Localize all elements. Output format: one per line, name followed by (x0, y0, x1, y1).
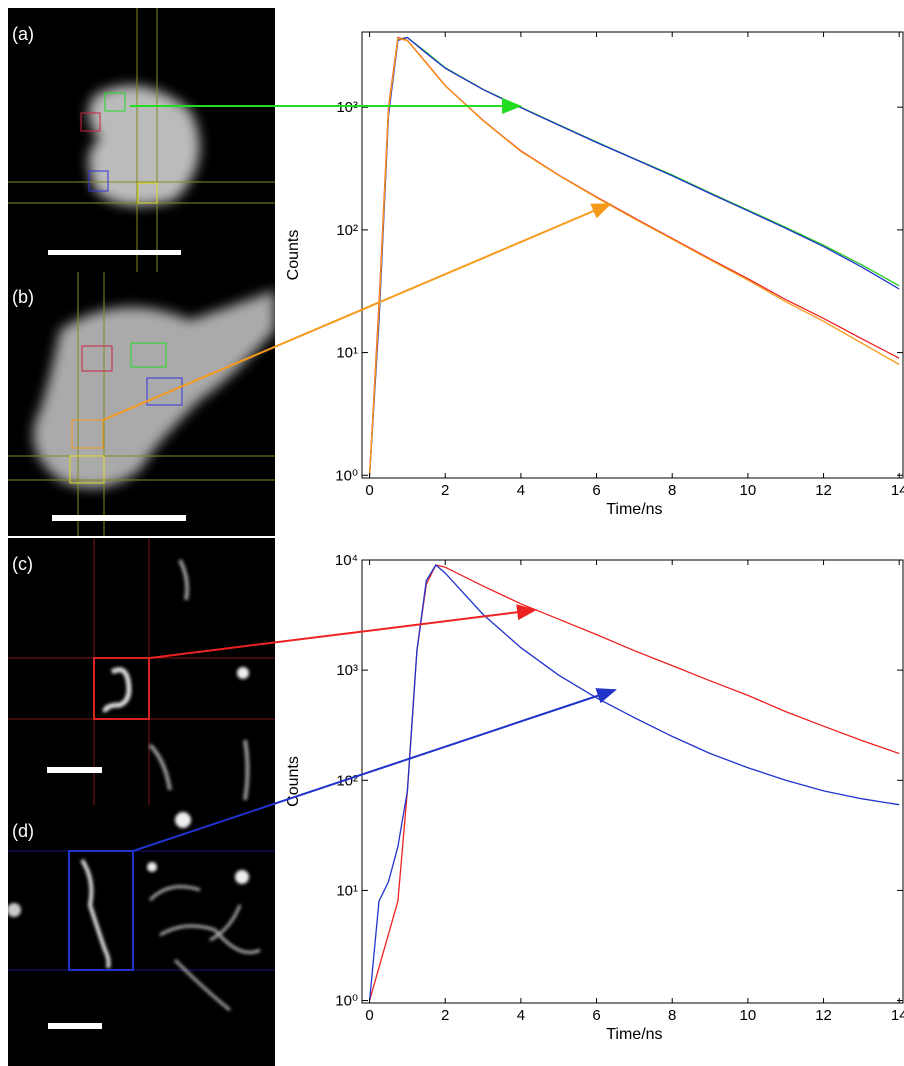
micrograph-c (8, 538, 275, 805)
x-axis-label: Time/ns (606, 501, 662, 518)
x-tick-label: 6 (592, 482, 600, 499)
x-tick-label: 0 (365, 482, 373, 499)
data-line (368, 36, 900, 476)
x-tick-label: 12 (815, 482, 832, 499)
charts: 0 2 4 6 8 10 12 14 10⁰ 10¹ 10² 10³ Time/ns Counts 0 2 4 6… (285, 31, 904, 1043)
panel-label: (b) (12, 287, 34, 307)
micrograph-d (8, 805, 275, 1066)
plot-frame (361, 31, 904, 479)
data-line (368, 37, 900, 476)
y-axis-label: Counts (285, 756, 302, 807)
x-tick-label: 0 (365, 1007, 373, 1024)
data-line (368, 564, 900, 1001)
y-tick-label: 10³ (336, 662, 358, 679)
x-tick-label: 8 (668, 482, 676, 499)
panel-label: (d) (12, 821, 34, 841)
y-tick-label: 10³ (336, 99, 358, 116)
x-tick-label: 12 (815, 1007, 832, 1024)
x-tick-label: 6 (592, 1007, 600, 1024)
y-tick-label: 10⁰ (335, 467, 358, 484)
x-tick-label: 2 (441, 482, 449, 499)
chart: 0 2 4 6 8 10 12 14 10⁰ 10¹ 10² 10³ 10⁴ Time/ns Counts (285, 552, 904, 1043)
x-tick-label: 14 (891, 1007, 904, 1024)
x-tick-label: 14 (891, 482, 904, 499)
x-tick-label: 10 (740, 482, 757, 499)
y-tick-label: 10¹ (336, 882, 358, 899)
plot-frame (361, 559, 904, 1004)
data-line (368, 564, 900, 1001)
y-axis-label: Counts (285, 230, 302, 281)
x-tick-label: 4 (517, 482, 525, 499)
x-tick-label: 4 (517, 1007, 525, 1024)
x-tick-label: 2 (441, 1007, 449, 1024)
y-tick-label: 10¹ (336, 345, 358, 362)
arrows (102, 98, 617, 852)
panel-label: (c) (12, 554, 33, 574)
data-line (368, 36, 900, 476)
x-tick-label: 10 (740, 1007, 757, 1024)
x-tick-label: 8 (668, 1007, 676, 1024)
y-tick-label: 10² (336, 772, 358, 789)
plot-area (368, 36, 900, 476)
panel-label: (a) (12, 24, 34, 44)
data-line (368, 36, 900, 476)
y-tick-label: 10⁴ (335, 552, 358, 569)
plot-area (368, 564, 900, 1001)
chart: 0 2 4 6 8 10 12 14 10⁰ 10¹ 10² 10³ Time/ns Counts (285, 31, 904, 518)
micrograph-a (8, 8, 275, 272)
y-tick-label: 10⁰ (335, 993, 358, 1010)
y-tick-label: 10² (336, 222, 358, 239)
x-axis-label: Time/ns (606, 1026, 662, 1043)
